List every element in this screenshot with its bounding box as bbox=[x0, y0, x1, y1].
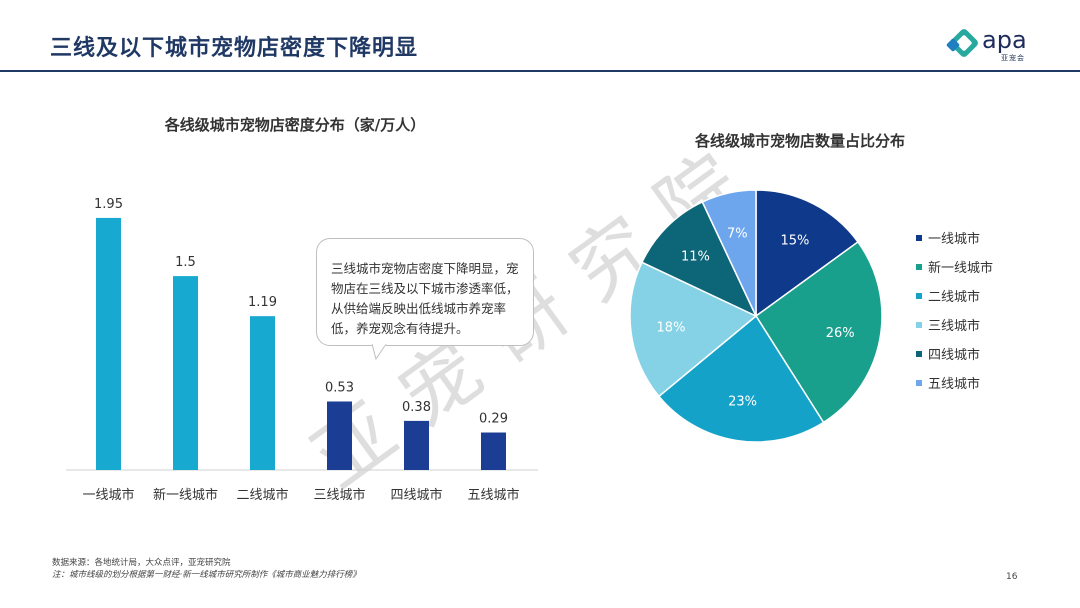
legend-swatch bbox=[916, 321, 922, 328]
bar-value-label: 0.53 bbox=[325, 380, 354, 395]
data-source: 数据来源：各地统计局，大众点评，亚宠研究院 bbox=[52, 558, 231, 568]
pie-value-label: 15% bbox=[780, 234, 809, 249]
legend-swatch bbox=[916, 292, 922, 299]
page-title: 三线及以下城市宠物店密度下降明显 bbox=[50, 36, 419, 61]
logo-subtitle: 亚宠会 bbox=[1001, 54, 1025, 62]
legend-swatch bbox=[916, 234, 922, 241]
bar-value-label: 1.19 bbox=[248, 295, 277, 310]
bar-category-label: 五线城市 bbox=[467, 487, 519, 503]
legend-label: 一线城市 bbox=[928, 232, 981, 247]
footnote: 注：城市线级的划分根据第一财经·新一线城市研究所制作《城市商业魅力排行榜》 bbox=[52, 570, 361, 580]
legend-label: 二线城市 bbox=[928, 290, 981, 305]
bar-category-label: 四线城市 bbox=[390, 487, 442, 503]
legend-label: 新一线城市 bbox=[928, 261, 994, 276]
pie-chart: 15% 26% 23% 18% 11% 7% bbox=[629, 189, 883, 443]
callout-bubble: 三线城市宠物店密度下降明显，宠物店在三线及以下城市渗透率低，从供给端反映出低线城… bbox=[316, 238, 534, 346]
legend-item: 四线城市 bbox=[916, 339, 993, 368]
pie-value-label: 26% bbox=[826, 326, 855, 341]
pie-value-label: 18% bbox=[657, 321, 686, 336]
bar-category-label: 二线城市 bbox=[236, 487, 288, 503]
bar-category-label: 三线城市 bbox=[313, 487, 365, 503]
bar-6 bbox=[481, 432, 506, 470]
pie-value-label: 11% bbox=[681, 249, 710, 264]
page-number: 16 bbox=[1006, 572, 1018, 582]
logo-text: apa bbox=[982, 26, 1027, 54]
bar-2 bbox=[173, 276, 198, 470]
pie-slice-2 bbox=[754, 240, 883, 424]
legend-swatch bbox=[916, 263, 922, 270]
legend-item: 三线城市 bbox=[916, 310, 993, 339]
bar-category-label: 一线城市 bbox=[82, 487, 134, 503]
pie-slice-3 bbox=[657, 314, 825, 443]
legend-item: 新一线城市 bbox=[916, 252, 993, 281]
legend-item: 五线城市 bbox=[916, 368, 993, 397]
legend-item: 二线城市 bbox=[916, 281, 993, 310]
apa-logo-icon bbox=[946, 29, 978, 57]
bar-value-label: 1.95 bbox=[94, 197, 123, 212]
pie-slice-4 bbox=[629, 261, 758, 398]
bar-5 bbox=[404, 420, 429, 470]
legend-label: 三线城市 bbox=[928, 319, 981, 334]
bar-chart-title: 各线级城市宠物店密度分布（家/万人） bbox=[164, 116, 426, 134]
bar-category-label: 新一线城市 bbox=[153, 487, 218, 503]
pie-chart-title: 各线级城市宠物店数量占比分布 bbox=[694, 132, 905, 150]
pie-slice-5 bbox=[640, 200, 758, 318]
bar-1 bbox=[96, 217, 121, 470]
bar-3 bbox=[250, 316, 275, 470]
pie-slice-1 bbox=[755, 189, 859, 318]
pie-slice-6 bbox=[701, 189, 757, 317]
bar-value-label: 1.5 bbox=[175, 255, 196, 270]
bar-value-label: 0.38 bbox=[402, 400, 431, 415]
pie-value-label: 7% bbox=[727, 226, 748, 241]
bar-value-label: 0.29 bbox=[479, 412, 508, 427]
bar-4 bbox=[327, 401, 352, 470]
legend-swatch bbox=[916, 379, 922, 386]
legend-label: 四线城市 bbox=[928, 348, 981, 363]
footer: 数据来源：各地统计局，大众点评，亚宠研究院 注：城市线级的划分根据第一财经·新一… bbox=[52, 557, 361, 581]
bar-chart: 1.95 一线城市 1.5 新一线城市 1.19 二线城市 0.53 三线城市 0.38 四线城市… bbox=[66, 197, 538, 503]
legend-item: 一线城市 bbox=[916, 223, 993, 252]
callout-tail bbox=[372, 344, 387, 360]
title-divider bbox=[0, 70, 1080, 72]
pie-value-label: 23% bbox=[728, 395, 757, 410]
pie-legend: 一线城市新一线城市二线城市三线城市四线城市五线城市 bbox=[916, 223, 993, 397]
legend-label: 五线城市 bbox=[928, 377, 981, 392]
legend-swatch bbox=[916, 350, 922, 357]
